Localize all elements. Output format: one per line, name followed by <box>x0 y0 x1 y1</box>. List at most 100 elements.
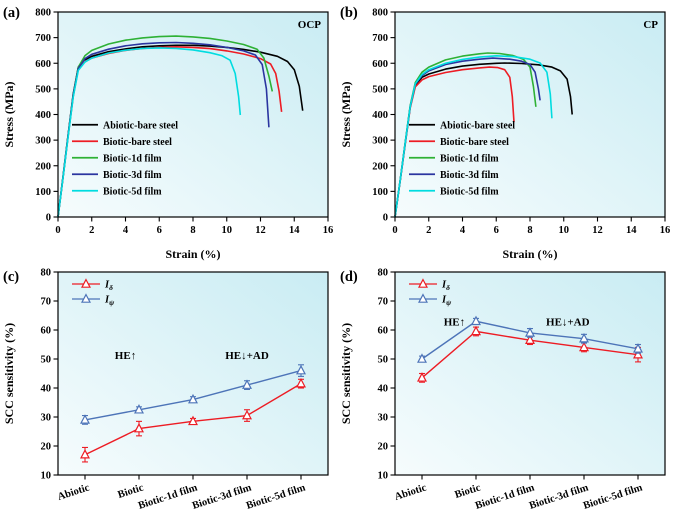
x-category-label: Biotic-5d film <box>582 482 644 512</box>
annotation: HE↑ <box>115 350 136 362</box>
condition-tag: OCP <box>298 19 322 31</box>
y-axis-label: Stress (MPa) <box>2 81 16 147</box>
plot-border <box>394 271 666 476</box>
panel-label: (a) <box>3 5 20 21</box>
x-category-label: Biotic-3d film <box>528 482 590 512</box>
y-tick-label: 20 <box>378 442 389 453</box>
marker-triangle-icon <box>81 278 91 288</box>
marker-triangle-icon <box>188 393 198 404</box>
panel-label: (d) <box>340 269 358 285</box>
y-tick-label: 80 <box>41 268 52 279</box>
marker-triangle-icon <box>417 353 427 363</box>
marker-triangle-icon <box>418 293 428 303</box>
marker-triangle-icon <box>188 415 198 426</box>
x-axis-label: Strain (%) <box>166 247 221 261</box>
legend-label: Biotic-bare steel <box>440 137 509 148</box>
x-tick-label: 8 <box>190 225 195 236</box>
x-category-label: Biotic-5d film <box>245 482 307 512</box>
marker-triangle-icon <box>579 341 589 352</box>
x-tick-label: 16 <box>660 225 671 236</box>
y-tick-label: 800 <box>372 8 388 19</box>
x-axis-label: Strain (%) <box>503 247 558 261</box>
marker-triangle-icon <box>80 414 90 424</box>
marker-triangle-icon <box>81 293 91 303</box>
y-tick-label: 700 <box>372 33 388 44</box>
y-tick-label: 30 <box>378 413 389 424</box>
marker-triangle-icon <box>579 333 589 343</box>
marker-triangle-icon <box>471 325 481 336</box>
x-tick-label: 6 <box>157 225 162 236</box>
x-tick-label: 2 <box>426 225 431 236</box>
y-tick-label: 70 <box>41 297 52 308</box>
condition-tag: CP <box>643 19 658 31</box>
y-tick-label: 60 <box>378 326 389 337</box>
marker-triangle-icon <box>418 278 428 288</box>
x-category-label: Biotic <box>117 482 146 501</box>
x-category-label: Abiotic <box>56 482 91 503</box>
y-axis-label: SCC sensitivity (%) <box>339 323 353 424</box>
y-axis-label: SCC sensitivity (%) <box>2 323 16 424</box>
y-axis-label: Stress (MPa) <box>339 81 353 147</box>
marker-triangle-icon <box>242 379 252 389</box>
y-tick-label: 400 <box>372 110 388 121</box>
y-tick-label: 10 <box>41 471 52 482</box>
legend-label: Iψ <box>441 295 452 308</box>
y-tick-label: 400 <box>35 110 51 121</box>
panel-label: (c) <box>3 269 19 285</box>
marker-triangle-icon <box>525 327 535 337</box>
x-tick-label: 12 <box>255 225 266 236</box>
y-tick-label: 800 <box>35 8 51 19</box>
y-tick-label: 300 <box>35 136 51 147</box>
y-tick-label: 10 <box>378 471 389 482</box>
panel-a-stress-strain-ocp: 0 2 4 6 8 10 12 14 16 0 100 200 300 400 500 600 700 800 St… <box>2 5 334 261</box>
x-tick-label: 10 <box>222 225 233 236</box>
marker-triangle-icon <box>242 409 252 420</box>
x-tick-label: 2 <box>89 225 94 236</box>
legend-label: Biotic-3d film <box>440 170 499 181</box>
panel-label: (b) <box>340 5 358 21</box>
y-tick-label: 600 <box>35 59 51 70</box>
y-tick-label: 50 <box>41 355 52 366</box>
marker-triangle-icon <box>134 422 144 433</box>
y-tick-label: 300 <box>372 136 388 147</box>
y-tick-label: 500 <box>372 84 388 95</box>
panel-b-stress-strain-cp: 0 2 4 6 8 10 12 14 16 0 100 200 300 400 500 600 700 800 St… <box>339 5 671 261</box>
x-tick-label: 4 <box>123 225 129 236</box>
y-tick-label: 40 <box>378 384 389 395</box>
x-tick-label: 12 <box>592 225 603 236</box>
y-tick-label: 80 <box>378 268 389 279</box>
x-tick-label: 16 <box>323 225 334 236</box>
y-tick-label: 500 <box>35 84 51 95</box>
y-tick-label: 100 <box>35 187 51 198</box>
y-tick-label: 70 <box>378 297 389 308</box>
marker-triangle-icon <box>633 348 643 359</box>
plot-border <box>57 11 329 218</box>
legend-label: Biotic-5d film <box>103 186 162 197</box>
plot-background <box>395 12 665 217</box>
marker-triangle-icon <box>525 334 535 344</box>
series-line-4 <box>57 47 242 218</box>
x-tick-label: 10 <box>559 225 570 236</box>
y-tick-label: 0 <box>383 213 388 224</box>
plot-background <box>395 272 665 475</box>
y-tick-label: 50 <box>378 355 389 366</box>
marker-triangle-icon <box>633 343 643 353</box>
x-tick-label: 14 <box>289 225 300 236</box>
y-tick-label: 600 <box>372 59 388 70</box>
marker-triangle-icon <box>471 315 481 326</box>
y-tick-label: 0 <box>46 213 51 224</box>
x-tick-label: 0 <box>392 225 397 236</box>
legend-label: Biotic-1d film <box>103 153 162 164</box>
marker-triangle-icon <box>80 449 90 459</box>
y-tick-label: 200 <box>372 161 388 172</box>
x-category-label: Biotic-3d film <box>191 482 253 512</box>
legend-label: Iδ <box>104 280 113 293</box>
plot-border <box>394 11 666 218</box>
y-tick-label: 700 <box>35 33 51 44</box>
legend-label: Biotic-3d film <box>103 170 162 181</box>
y-tick-label: 100 <box>372 187 388 198</box>
x-category-label: Biotic-1d film <box>137 482 199 512</box>
